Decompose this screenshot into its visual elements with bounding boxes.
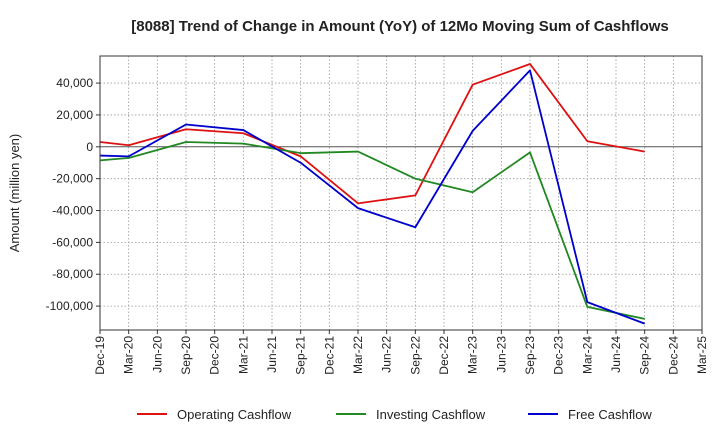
x-tick-label: Mar-22 xyxy=(351,336,365,374)
x-tick-label: Sep-24 xyxy=(638,336,652,375)
x-tick-label: Mar-24 xyxy=(580,336,594,374)
x-tick-label: Jun-24 xyxy=(609,336,623,373)
investing-cashflow-legend-label: Investing Cashflow xyxy=(376,407,486,422)
legend: Operating Cashflow Investing Cashflow Free… xyxy=(137,407,652,422)
x-tick-label: Dec-24 xyxy=(666,336,680,375)
x-tick-labels: Dec-19 Mar-20 Jun-20 Sep-20 Dec-20 Mar-21 Jun-… xyxy=(93,330,709,375)
y-tick-label: 20,000 xyxy=(56,108,93,122)
x-tick-label: Jun-21 xyxy=(265,336,279,373)
plot-frame xyxy=(99,55,703,331)
y-tick-label: 40,000 xyxy=(56,76,93,90)
x-tick-label: Mar-23 xyxy=(466,336,480,374)
y-tick-labels: 40,000 20,000 0 -20,000 -40,000 -60,000 -80,00… xyxy=(46,76,100,313)
series-lines xyxy=(99,63,645,325)
x-tick-label: Mar-20 xyxy=(122,336,136,374)
y-tick-label: -100,000 xyxy=(46,299,94,313)
x-tick-label: Jun-20 xyxy=(150,336,164,373)
x-tick-label: Dec-20 xyxy=(208,336,222,375)
operating-cashflow-legend-label: Operating Cashflow xyxy=(177,407,292,422)
free-cashflow-legend-label: Free Cashflow xyxy=(568,407,652,422)
y-tick-label: -20,000 xyxy=(52,172,93,186)
x-tick-label: Mar-25 xyxy=(695,336,709,374)
x-tick-label: Dec-21 xyxy=(322,336,336,375)
x-tick-label: Mar-21 xyxy=(236,336,250,374)
x-tick-label: Sep-22 xyxy=(408,336,422,375)
x-tick-label: Dec-19 xyxy=(93,336,107,375)
y-tick-label: 0 xyxy=(86,140,93,154)
x-tick-label: Sep-23 xyxy=(523,336,537,375)
y-axis-label: Amount (million yen) xyxy=(7,134,22,253)
x-tick-label: Dec-23 xyxy=(552,336,566,375)
y-tick-label: -40,000 xyxy=(52,204,93,218)
operating-cashflow-line xyxy=(99,63,645,205)
x-tick-label: Sep-21 xyxy=(294,336,308,375)
x-tick-label: Sep-20 xyxy=(179,336,193,375)
free-cashflow-line xyxy=(99,69,645,325)
grid xyxy=(100,56,702,330)
x-tick-label: Jun-22 xyxy=(380,336,394,373)
chart-title: [8088] Trend of Change in Amount (YoY) o… xyxy=(131,18,669,35)
y-tick-label: -60,000 xyxy=(52,235,93,249)
x-tick-label: Dec-22 xyxy=(437,336,451,375)
investing-cashflow-line xyxy=(99,141,645,320)
y-tick-label: -80,000 xyxy=(52,267,93,281)
x-tick-label: Jun-23 xyxy=(494,336,508,373)
